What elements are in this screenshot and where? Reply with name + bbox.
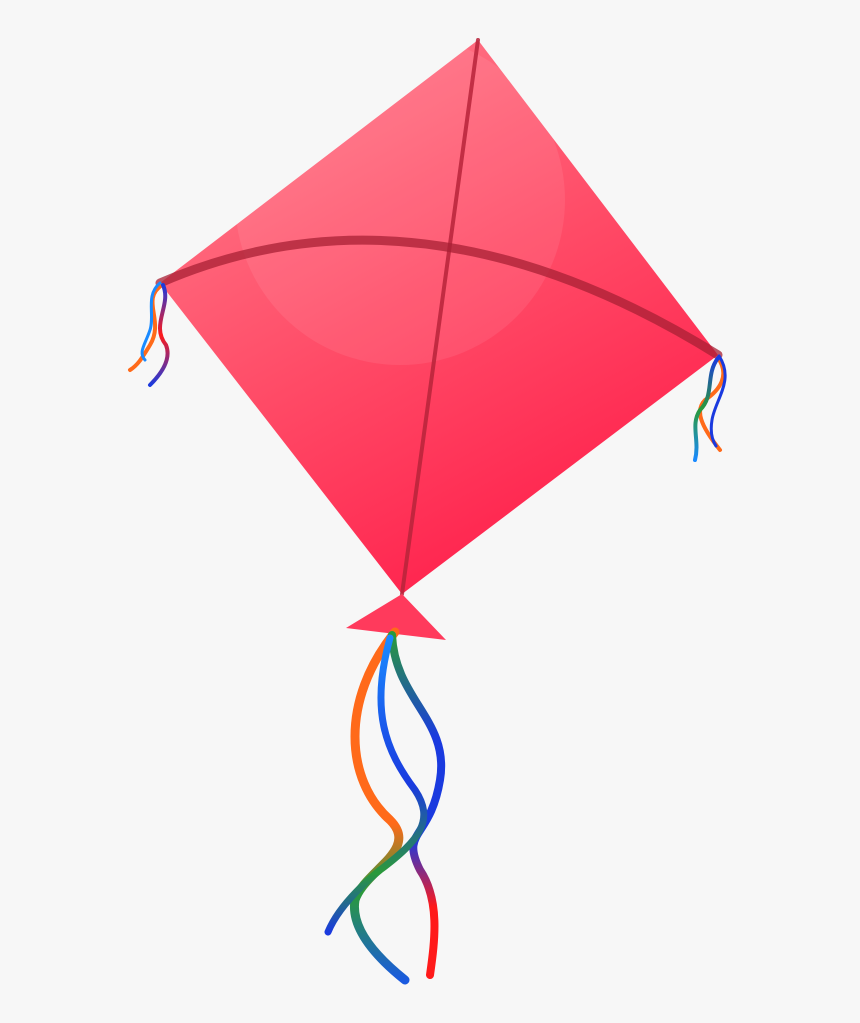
left-streamers bbox=[128, 281, 170, 387]
ribbon-blue bbox=[324, 634, 428, 936]
ribbon-green-blue-red bbox=[388, 631, 446, 979]
kite-tail-knot bbox=[346, 594, 446, 640]
ribbon-orange-green bbox=[349, 627, 410, 985]
kite-body bbox=[155, 38, 723, 596]
kite-bow-spar bbox=[155, 235, 723, 360]
kite-highlight bbox=[235, 40, 565, 365]
right-streamers bbox=[693, 354, 727, 462]
kite-vertical-spar bbox=[400, 38, 480, 596]
main-ribbon-tails bbox=[324, 627, 446, 985]
